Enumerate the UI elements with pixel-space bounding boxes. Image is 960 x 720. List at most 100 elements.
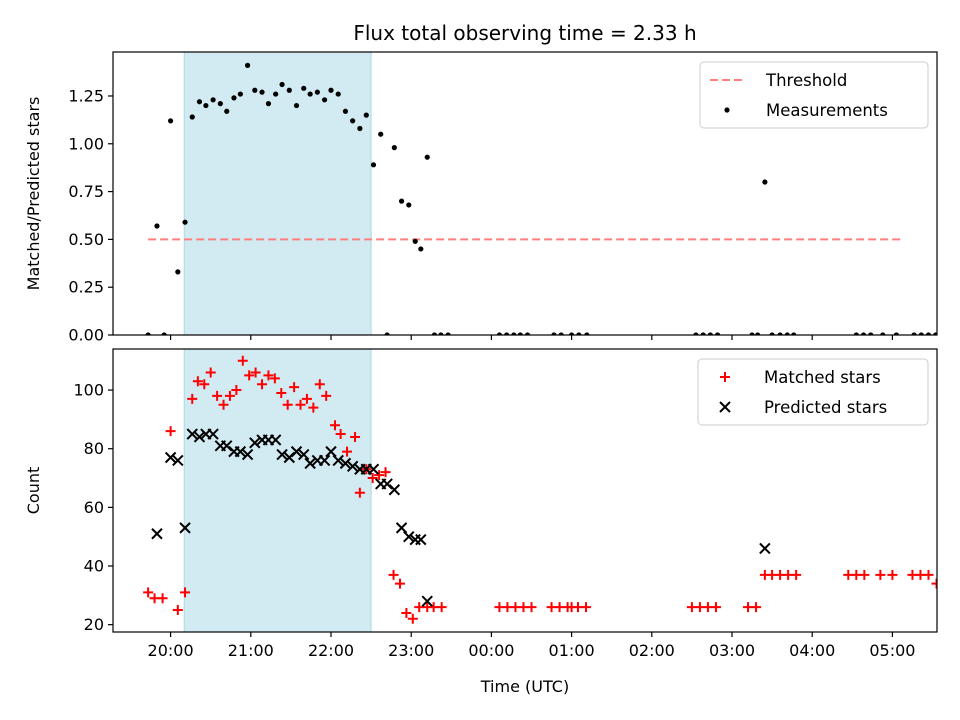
y-tick-label: 0.25 xyxy=(68,278,104,297)
matched-stars-point xyxy=(354,487,365,498)
legend-entry-label: Threshold xyxy=(765,71,847,90)
matched-stars-point xyxy=(263,370,274,381)
measurement-point xyxy=(918,332,924,335)
measurement-point xyxy=(584,332,590,335)
matched-stars-point xyxy=(367,473,378,484)
matched-stars-point xyxy=(289,382,300,393)
measurement-point xyxy=(576,332,582,335)
y-tick-label: 1.00 xyxy=(68,134,104,153)
matched-stars-point xyxy=(282,399,293,410)
measurement-point xyxy=(424,154,430,160)
x-tick-label: 02:00 xyxy=(629,641,675,660)
measurement-point xyxy=(955,332,960,337)
matched-stars-point xyxy=(940,579,950,589)
measurement-point xyxy=(418,246,424,252)
measurement-point xyxy=(182,219,188,225)
x-tick-label: 01:00 xyxy=(549,641,595,660)
matched-stars-point xyxy=(436,602,447,613)
matched-stars-point xyxy=(407,613,418,624)
x-tick-label: 20:00 xyxy=(148,641,194,660)
measurement-point xyxy=(431,332,438,335)
measurement-point xyxy=(154,223,160,229)
measurement-point xyxy=(558,332,564,335)
matched-stars-point xyxy=(244,370,255,381)
matched-stars-point xyxy=(237,355,248,366)
matched-stars-point xyxy=(301,393,312,404)
measurement-point xyxy=(406,202,412,208)
measurement-point xyxy=(145,332,151,335)
x-tick-label: 04:00 xyxy=(789,641,835,660)
measurement-point xyxy=(791,332,797,335)
predicted-stars-point xyxy=(207,428,219,440)
matched-stars-point xyxy=(187,393,198,404)
measurement-point xyxy=(350,118,356,124)
matched-stars-point xyxy=(180,587,191,598)
matched-stars-point xyxy=(887,569,898,580)
measurement-point xyxy=(357,125,363,132)
matched-stars-point xyxy=(335,429,346,440)
matched-stars-point xyxy=(923,569,934,580)
measurement-point xyxy=(301,85,307,91)
y-tick-label: 0.50 xyxy=(68,230,104,249)
measurement-point xyxy=(196,99,203,105)
x-tick-label: 00:00 xyxy=(468,641,514,660)
matched-stars-point xyxy=(257,379,268,390)
y-tick-label: 40 xyxy=(84,557,104,576)
legend-measurements-swatch xyxy=(724,107,730,113)
y-tick-label: 0.75 xyxy=(68,182,104,201)
top-panel: 0.00 0.25 0.50 0.75 1.00 1.25 Matched/Predicte… xyxy=(24,21,960,345)
legend-entry-label: Measurements xyxy=(766,101,888,120)
predicted-stars-point xyxy=(298,448,310,461)
measurement-point xyxy=(237,91,243,97)
matched-stars-point xyxy=(165,426,176,437)
measurement-point xyxy=(925,332,932,335)
measurement-point xyxy=(286,87,292,93)
matched-stars-point xyxy=(192,376,203,387)
measurement-point xyxy=(293,102,300,109)
y-tick-label: 80 xyxy=(84,439,104,458)
predicted-stars-point xyxy=(395,522,408,534)
axes-frame xyxy=(112,51,938,336)
predicted-stars-point xyxy=(290,445,303,458)
measurement-point xyxy=(707,332,713,335)
matched-stars-point xyxy=(157,593,168,604)
legend-entry-label: Matched stars xyxy=(764,368,881,387)
measurement-point xyxy=(700,332,706,335)
measurement-point xyxy=(370,162,377,168)
matched-stars-point xyxy=(350,431,361,442)
matched-stars-point xyxy=(330,420,341,431)
measurement-point xyxy=(307,91,313,97)
predicted-stars-point xyxy=(421,595,433,607)
y-tick-label: 0.00 xyxy=(68,326,104,345)
matched-stars-point xyxy=(342,446,353,457)
measurement-point xyxy=(224,108,230,114)
measurement-point xyxy=(342,108,349,114)
measurement-point xyxy=(693,332,699,335)
predicted-stars-point xyxy=(415,533,427,546)
measurement-point xyxy=(880,332,886,335)
measurement-point xyxy=(265,101,272,107)
measurement-point xyxy=(259,89,265,95)
legend-matched-swatch xyxy=(720,372,730,382)
measurement-point xyxy=(940,202,945,207)
predicted-stars-point xyxy=(193,431,206,443)
matched-stars-point xyxy=(581,602,592,613)
predicted-stars-point xyxy=(304,457,316,470)
legend-box xyxy=(697,358,929,426)
measurement-point xyxy=(273,91,279,97)
measurement-point xyxy=(755,332,761,335)
measurement-point xyxy=(189,114,195,120)
predicted-stars-point xyxy=(269,434,282,446)
predicted-stars-point xyxy=(186,428,198,440)
legend-entry-label: Predicted stars xyxy=(764,398,887,417)
legend-predicted-swatch xyxy=(719,401,731,413)
predicted-stars-point xyxy=(179,522,191,534)
matched-stars-point xyxy=(948,579,958,589)
matched-stars-point xyxy=(751,602,762,613)
legend: Threshold Measurements xyxy=(699,61,929,129)
measurement-point xyxy=(412,238,418,244)
measurement-point xyxy=(445,332,451,335)
measurement-point xyxy=(551,332,557,335)
measurement-point xyxy=(279,81,285,88)
